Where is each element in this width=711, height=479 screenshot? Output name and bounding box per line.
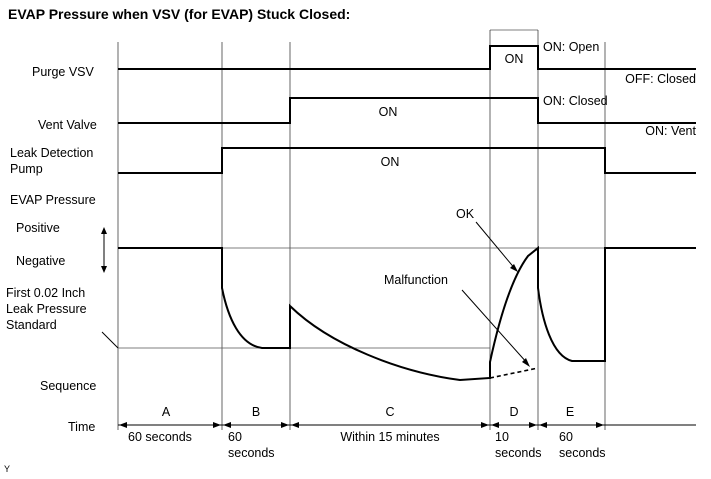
label-leak-detection: Leak Detection bbox=[10, 146, 93, 160]
evap-pressure-trace bbox=[118, 245, 696, 382]
leak-pump-trace bbox=[118, 147, 696, 174]
purge-off-state: OFF: Closed bbox=[625, 72, 696, 86]
label-standard-line3: Standard bbox=[6, 318, 57, 332]
label-negative: Negative bbox=[16, 254, 65, 268]
ok-pointer bbox=[475, 221, 517, 271]
label-standard-line1: First 0.02 Inch bbox=[6, 286, 85, 300]
vent-off-state: ON: Vent bbox=[645, 124, 696, 138]
vent-valve-trace bbox=[118, 97, 696, 124]
diagram-title: EVAP Pressure when VSV (for EVAP) Stuck … bbox=[8, 6, 350, 22]
time-c: Within 15 minutes bbox=[340, 430, 439, 444]
time-d-line1: 10 bbox=[495, 430, 509, 444]
purge-on-label: ON bbox=[505, 52, 524, 66]
corner-mark: Y bbox=[4, 464, 10, 474]
sequence-letter-e: E bbox=[566, 405, 574, 419]
row-labels: Purge VSV Vent Valve Leak Detection Pump… bbox=[6, 65, 97, 434]
label-standard-line2: Leak Pressure bbox=[6, 302, 87, 316]
malfunction-pointer bbox=[461, 289, 529, 365]
ok-label: OK bbox=[456, 207, 475, 221]
label-vent-valve: Vent Valve bbox=[38, 118, 97, 132]
time-e-line1: 60 bbox=[559, 430, 573, 444]
sequence-letter-d: D bbox=[509, 405, 518, 419]
sequence-letter-a: A bbox=[162, 405, 171, 419]
leak-pump-signal: ON bbox=[118, 147, 696, 174]
malfunction-trace bbox=[489, 367, 539, 379]
time-e-line2: seconds bbox=[559, 446, 606, 460]
label-positive: Positive bbox=[16, 221, 60, 235]
time-a: 60 seconds bbox=[128, 430, 192, 444]
time-axis bbox=[118, 422, 696, 428]
purge-on-state: ON: Open bbox=[543, 40, 599, 54]
label-purge-vsv: Purge VSV bbox=[32, 65, 95, 79]
time-d-line2: seconds bbox=[495, 446, 542, 460]
sequence-letter-c: C bbox=[385, 405, 394, 419]
pump-on-label: ON bbox=[381, 155, 400, 169]
vent-valve-signal: ON ON: Closed ON: Vent bbox=[118, 94, 697, 138]
purge-vsv-signal: ON ON: Open OFF: Closed bbox=[118, 40, 696, 86]
malfunction-label: Malfunction bbox=[384, 273, 448, 287]
vent-on-state: ON: Closed bbox=[543, 94, 608, 108]
curve-annotations: OK Malfunction bbox=[384, 207, 530, 367]
sequence-letter-b: B bbox=[252, 405, 260, 419]
label-evap-pressure: EVAP Pressure bbox=[10, 193, 96, 207]
label-sequence: Sequence bbox=[40, 379, 96, 393]
standard-pointer bbox=[101, 331, 119, 349]
label-pump: Pump bbox=[10, 162, 43, 176]
sequence-row: A B C D E bbox=[162, 405, 574, 419]
time-labels: 60 seconds 60 seconds Within 15 minutes … bbox=[128, 430, 606, 460]
purge-vsv-trace bbox=[118, 45, 696, 70]
time-b-line1: 60 bbox=[228, 430, 242, 444]
vent-on-label: ON bbox=[379, 105, 398, 119]
evap-pressure-curve bbox=[118, 245, 696, 382]
time-b-line2: seconds bbox=[228, 446, 275, 460]
pressure-direction-arrow bbox=[101, 227, 107, 273]
label-time: Time bbox=[68, 420, 95, 434]
